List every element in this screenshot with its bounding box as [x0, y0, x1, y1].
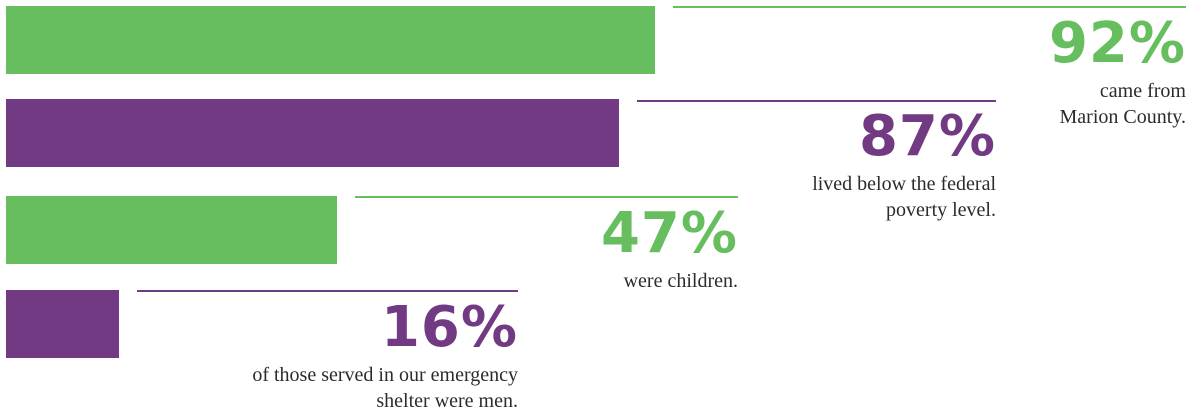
bar-92-percent	[6, 6, 655, 74]
category-label-line: shelter were men.	[376, 390, 518, 412]
category-label: lived below the federal poverty level.	[812, 171, 996, 223]
category-label: came from Marion County.	[1049, 78, 1186, 130]
data-label: 87%	[858, 104, 996, 169]
data-label: 47%	[600, 201, 738, 266]
bar-47-percent	[6, 196, 337, 264]
stat-label: 87% lived below the federal poverty level.	[812, 109, 996, 223]
stat-label: 47% were children.	[601, 206, 738, 294]
category-label-line: came from	[1099, 80, 1186, 102]
stat-label: 16% of those served in our emergency shelt…	[252, 300, 518, 414]
leader-rule	[355, 196, 738, 198]
data-label: 92%	[1048, 11, 1186, 76]
category-label: were children.	[601, 268, 738, 294]
category-label-line: poverty level.	[886, 199, 996, 221]
leader-rule	[673, 6, 1186, 8]
leader-rule	[137, 290, 518, 292]
category-label-line: were children.	[623, 270, 738, 292]
category-label: of those served in our emergency shelter …	[252, 362, 518, 414]
bar-87-percent	[6, 99, 619, 167]
data-label: 16%	[380, 295, 518, 360]
stat-label: 92% came from Marion County.	[1049, 16, 1186, 130]
category-label-line: lived below the federal	[812, 173, 996, 195]
category-label-line: of those served in our emergency	[252, 364, 518, 386]
leader-rule	[637, 100, 996, 102]
bar-16-percent	[6, 290, 119, 358]
category-label-line: Marion County.	[1059, 106, 1186, 128]
